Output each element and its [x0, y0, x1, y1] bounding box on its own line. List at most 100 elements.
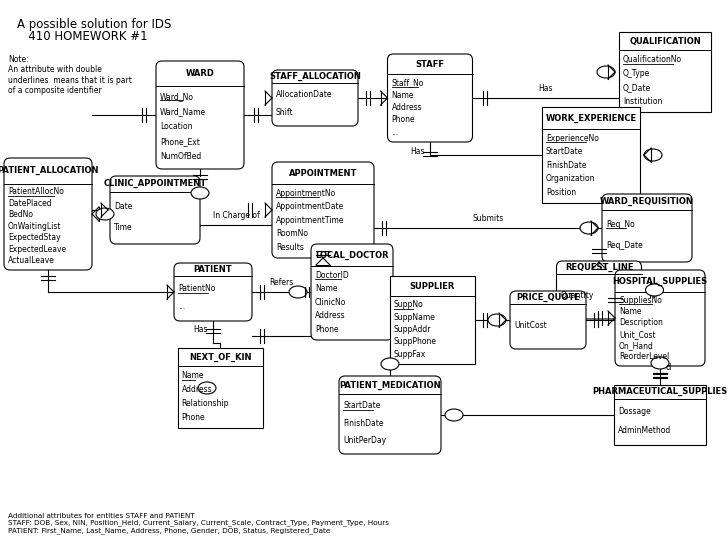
Ellipse shape [580, 222, 598, 234]
Text: NEXT_OF_KIN: NEXT_OF_KIN [189, 353, 251, 362]
Text: APPOINTMENT: APPOINTMENT [289, 169, 357, 178]
Text: Institution: Institution [623, 96, 662, 106]
FancyBboxPatch shape [4, 158, 92, 270]
Text: Time: Time [114, 223, 132, 232]
Text: Address: Address [315, 311, 346, 320]
Text: Name: Name [392, 91, 414, 100]
Text: PatientNo: PatientNo [178, 285, 215, 293]
Text: ActualLeave: ActualLeave [8, 256, 55, 265]
Text: Req_Date: Req_Date [606, 241, 643, 250]
Text: Phone: Phone [392, 115, 415, 124]
Text: PATIENT_MEDICATION: PATIENT_MEDICATION [339, 380, 441, 390]
Text: d: d [665, 363, 670, 372]
Text: QualificationNo: QualificationNo [623, 55, 682, 64]
Text: PATIENT: PATIENT [194, 265, 232, 274]
Text: LOCAL_DOCTOR: LOCAL_DOCTOR [315, 250, 389, 260]
Text: Date: Date [114, 202, 132, 211]
Text: Unit_Cost: Unit_Cost [619, 330, 656, 339]
FancyBboxPatch shape [174, 263, 252, 321]
Text: PATIENT_ALLOCATION: PATIENT_ALLOCATION [0, 166, 99, 176]
Text: Shift: Shift [276, 108, 293, 117]
Ellipse shape [597, 66, 615, 78]
Text: Relationship: Relationship [181, 399, 229, 408]
Text: StartDate: StartDate [343, 402, 380, 410]
Text: Req_No: Req_No [606, 220, 635, 229]
Text: Additional attributes for entities STAFF and PATIENT
STAFF: DOB, Sex, NIN, Posit: Additional attributes for entities STAFF… [8, 513, 389, 534]
Text: ClinicNo: ClinicNo [315, 298, 347, 307]
Text: SuppAddr: SuppAddr [394, 325, 431, 334]
Text: Location: Location [160, 122, 192, 131]
Text: ...: ... [392, 128, 399, 137]
Text: SuppFax: SuppFax [394, 350, 426, 359]
Text: BedNo: BedNo [8, 210, 33, 220]
FancyBboxPatch shape [178, 348, 263, 428]
Text: STAFF_ALLOCATION: STAFF_ALLOCATION [269, 72, 361, 81]
Text: AppointmentNo: AppointmentNo [276, 189, 336, 198]
Text: Organization: Organization [546, 175, 596, 183]
FancyBboxPatch shape [619, 32, 711, 112]
Text: Quantity: Quantity [561, 291, 594, 300]
Text: RoomNo: RoomNo [276, 229, 308, 238]
Text: SuppliesNo: SuppliesNo [619, 295, 662, 305]
FancyBboxPatch shape [311, 244, 393, 340]
Text: PatientAllocNo: PatientAllocNo [8, 188, 64, 196]
FancyBboxPatch shape [556, 261, 641, 319]
Text: DoctorID: DoctorID [315, 271, 349, 280]
Ellipse shape [445, 409, 463, 421]
Text: SuppName: SuppName [394, 313, 435, 322]
Ellipse shape [96, 208, 114, 220]
Text: Q_Type: Q_Type [623, 69, 650, 78]
FancyBboxPatch shape [602, 194, 692, 262]
FancyBboxPatch shape [110, 176, 200, 244]
Text: WARD_REQUISITION: WARD_REQUISITION [600, 197, 694, 207]
FancyBboxPatch shape [339, 376, 441, 454]
Text: REQUEST_LINE: REQUEST_LINE [565, 263, 633, 272]
Text: Refers: Refers [269, 278, 293, 287]
Text: Submits: Submits [472, 214, 504, 223]
Text: Phone: Phone [181, 412, 205, 422]
Ellipse shape [651, 357, 669, 369]
Text: FinishDate: FinishDate [546, 161, 587, 170]
Text: Phone_Ext: Phone_Ext [160, 137, 200, 146]
Text: WORK_EXPERIENCE: WORK_EXPERIENCE [545, 113, 636, 122]
Text: PRICE_QUOTE: PRICE_QUOTE [516, 293, 580, 302]
Text: WARD: WARD [186, 69, 215, 78]
Text: DatePlaced: DatePlaced [8, 199, 52, 208]
Text: Dossage: Dossage [618, 407, 651, 416]
Text: Phone: Phone [315, 325, 339, 334]
Text: PHARMACEUTICAL_SUPPLIES: PHARMACEUTICAL_SUPPLIES [593, 388, 727, 396]
FancyBboxPatch shape [156, 61, 244, 169]
Text: Note:
An attribute with double
underlines  means that it is part
of a composite : Note: An attribute with double underline… [8, 55, 132, 95]
FancyBboxPatch shape [272, 162, 374, 258]
Text: SuppNo: SuppNo [394, 300, 423, 309]
Ellipse shape [198, 382, 216, 394]
Text: AdminMethod: AdminMethod [618, 425, 671, 435]
Ellipse shape [191, 187, 209, 199]
Text: ExperienceNo: ExperienceNo [546, 134, 599, 143]
Text: HOSPITAL_SUPPLIES: HOSPITAL_SUPPLIES [612, 276, 708, 286]
Text: Results: Results [276, 243, 304, 251]
Text: Description: Description [619, 318, 663, 327]
FancyBboxPatch shape [510, 291, 586, 349]
Text: OnWaitingList: OnWaitingList [8, 222, 61, 231]
Text: ...: ... [178, 302, 185, 311]
Text: Address: Address [392, 103, 422, 112]
Text: UnitPerDay: UnitPerDay [343, 436, 386, 445]
FancyBboxPatch shape [542, 107, 640, 203]
Text: FinishDate: FinishDate [343, 418, 384, 428]
Text: Ward_No: Ward_No [160, 92, 194, 101]
Text: UnitCost: UnitCost [514, 321, 547, 330]
FancyBboxPatch shape [387, 54, 472, 142]
Text: ReorderLevel: ReorderLevel [619, 352, 669, 362]
FancyBboxPatch shape [615, 270, 705, 366]
Text: AppointmentDate: AppointmentDate [276, 202, 344, 211]
Text: Name: Name [181, 371, 204, 380]
Text: Q_Date: Q_Date [623, 83, 651, 92]
Text: On_Hand: On_Hand [619, 341, 654, 350]
Text: QUALIFICATION: QUALIFICATION [629, 37, 701, 46]
Text: CLINIC_APPOINTMENT: CLINIC_APPOINTMENT [103, 179, 207, 189]
FancyBboxPatch shape [614, 385, 706, 445]
Text: SuppPhone: SuppPhone [394, 337, 437, 346]
Text: Address: Address [181, 385, 212, 394]
Text: A possible solution for IDS: A possible solution for IDS [17, 18, 171, 31]
